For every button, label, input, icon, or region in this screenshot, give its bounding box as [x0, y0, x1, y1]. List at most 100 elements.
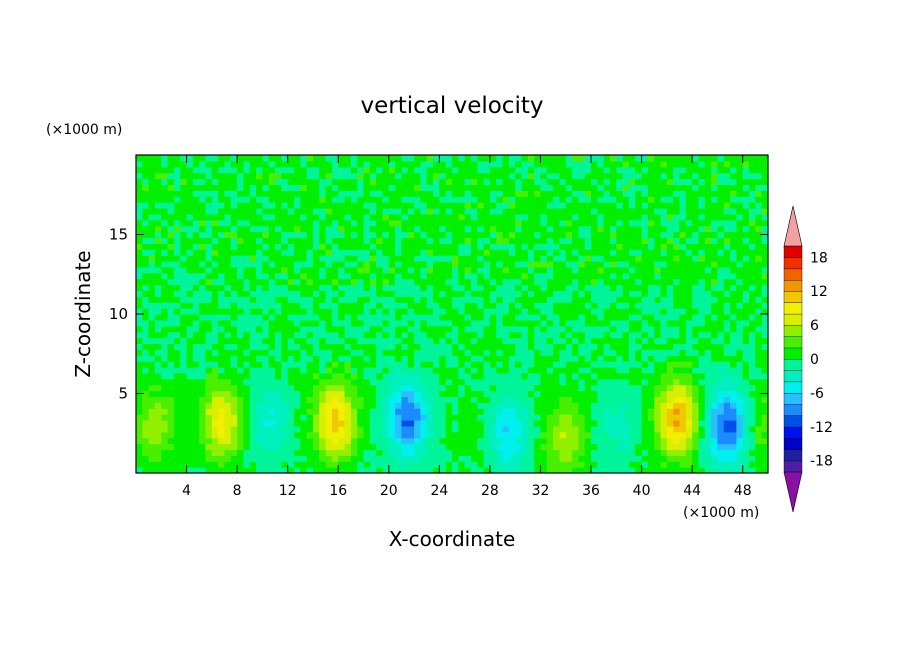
- field-cell: [496, 437, 504, 445]
- field-cell: [559, 190, 567, 197]
- field-cell: [249, 337, 257, 345]
- field-cell: [489, 408, 497, 415]
- field-cell: [395, 372, 403, 380]
- field-cell: [445, 196, 453, 203]
- field-cell: [205, 378, 213, 386]
- field-cell: [173, 178, 181, 186]
- field-cell: [673, 414, 681, 421]
- field-cell: [559, 455, 567, 462]
- field-cell: [369, 219, 377, 227]
- field-cell: [344, 155, 352, 162]
- field-cell: [363, 361, 371, 368]
- field-cell: [414, 455, 421, 462]
- field-cell: [388, 219, 396, 227]
- field-cell: [388, 160, 396, 168]
- field-cell: [420, 261, 428, 268]
- field-cell: [483, 325, 491, 333]
- field-cell: [357, 361, 365, 368]
- field-cell: [654, 319, 662, 327]
- field-cell: [407, 178, 415, 186]
- field-cell: [338, 420, 346, 427]
- field-cell: [218, 155, 226, 162]
- field-cell: [350, 314, 358, 321]
- field-cell: [445, 443, 453, 451]
- field-cell: [666, 367, 674, 374]
- field-cell: [445, 331, 453, 339]
- field-cell: [167, 178, 175, 186]
- field-cell: [464, 384, 472, 392]
- field-cell: [527, 408, 535, 415]
- field-cell: [300, 378, 308, 386]
- field-cell: [350, 166, 358, 174]
- field-cell: [565, 425, 573, 433]
- field-cell: [496, 396, 504, 403]
- field-cell: [470, 455, 478, 462]
- field-cell: [388, 325, 396, 333]
- field-cell: [515, 290, 523, 297]
- field-cell: [685, 249, 693, 256]
- field-cell: [452, 455, 459, 462]
- field-cell: [584, 449, 592, 456]
- field-cell: [388, 384, 396, 392]
- field-cell: [527, 372, 535, 380]
- field-cell: [325, 255, 333, 262]
- field-cell: [136, 249, 143, 256]
- field-cell: [685, 314, 693, 321]
- field-cell: [186, 420, 194, 427]
- field-cell: [515, 396, 523, 403]
- field-cell: [312, 467, 320, 473]
- field-cell: [230, 437, 238, 445]
- field-cell: [439, 319, 447, 327]
- field-cell: [211, 372, 219, 380]
- field-cell: [300, 319, 308, 327]
- field-cell: [426, 425, 434, 433]
- field-cell: [319, 331, 327, 339]
- field-cell: [603, 225, 611, 233]
- field-cell: [439, 255, 447, 262]
- field-cell: [268, 202, 276, 209]
- field-cell: [154, 296, 162, 303]
- field-cell: [395, 208, 403, 215]
- field-cell: [230, 349, 238, 356]
- field-cell: [565, 272, 573, 280]
- field-cell: [464, 208, 472, 215]
- field-cell: [230, 420, 238, 427]
- field-cell: [628, 461, 636, 468]
- field-cell: [395, 384, 403, 392]
- field-cell: [534, 319, 542, 327]
- field-cell: [395, 190, 403, 197]
- field-cell: [666, 296, 674, 303]
- field-cell: [344, 443, 352, 451]
- field-cell: [300, 431, 308, 439]
- field-cell: [483, 414, 491, 421]
- field-cell: [401, 414, 409, 421]
- field-cell: [237, 361, 245, 368]
- field-cell: [281, 455, 289, 462]
- field-cell: [344, 314, 352, 321]
- field-cell: [218, 396, 226, 403]
- field-cell: [369, 337, 377, 345]
- field-cell: [572, 384, 579, 392]
- field-cell: [553, 155, 561, 162]
- field-cell: [610, 378, 617, 386]
- field-cell: [622, 190, 630, 197]
- field-cell: [470, 290, 478, 297]
- field-cell: [647, 302, 655, 309]
- field-cell: [306, 225, 314, 233]
- field-cell: [439, 443, 447, 451]
- field-cell: [426, 461, 434, 468]
- field-cell: [591, 178, 598, 186]
- field-cell: [268, 237, 276, 244]
- field-cell: [300, 414, 308, 421]
- field-cell: [610, 160, 617, 168]
- field-cell: [382, 449, 390, 456]
- field-cell: [300, 408, 308, 415]
- field-cell: [679, 355, 687, 362]
- field-cell: [312, 261, 320, 268]
- field-cell: [673, 325, 681, 333]
- field-cell: [249, 325, 257, 333]
- field-cell: [622, 178, 630, 186]
- field-cell: [628, 349, 636, 356]
- field-cell: [553, 231, 561, 239]
- field-cell: [458, 290, 466, 297]
